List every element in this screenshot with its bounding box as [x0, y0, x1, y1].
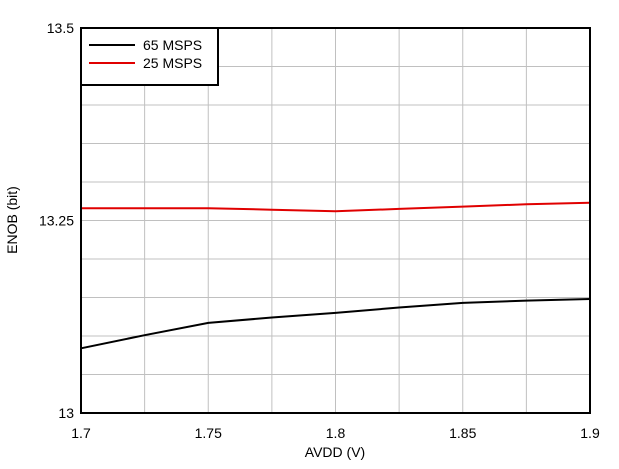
y-tick-label: 13.5	[47, 20, 74, 36]
x-axis-ticks: 1.7 1.75 1.8 1.85 1.9	[71, 425, 600, 441]
y-tick-label: 13.25	[39, 213, 74, 229]
y-axis-ticks: 13 13.25 13.5	[39, 20, 74, 421]
legend: 65 MSPS 25 MSPS	[80, 27, 219, 86]
plot-frame	[80, 27, 591, 414]
x-axis-label: AVDD (V)	[305, 444, 365, 460]
series-line-0	[80, 298, 591, 350]
y-tick-label: 13	[58, 405, 74, 421]
x-tick-label: 1.7	[71, 425, 91, 441]
x-tick-label: 1.85	[449, 425, 476, 441]
data-series	[80, 201, 591, 350]
series-line-1	[81, 201, 591, 213]
x-tick-label: 1.8	[326, 425, 346, 441]
x-tick-label: 1.75	[195, 425, 222, 441]
x-tick-label: 1.9	[580, 425, 600, 441]
legend-label-25msps: 25 MSPS	[143, 55, 202, 71]
legend-label-65msps: 65 MSPS	[143, 37, 202, 53]
legend-box	[80, 27, 219, 86]
y-axis-label: ENOB (bit)	[4, 186, 20, 254]
grid-lines	[81, 28, 590, 413]
